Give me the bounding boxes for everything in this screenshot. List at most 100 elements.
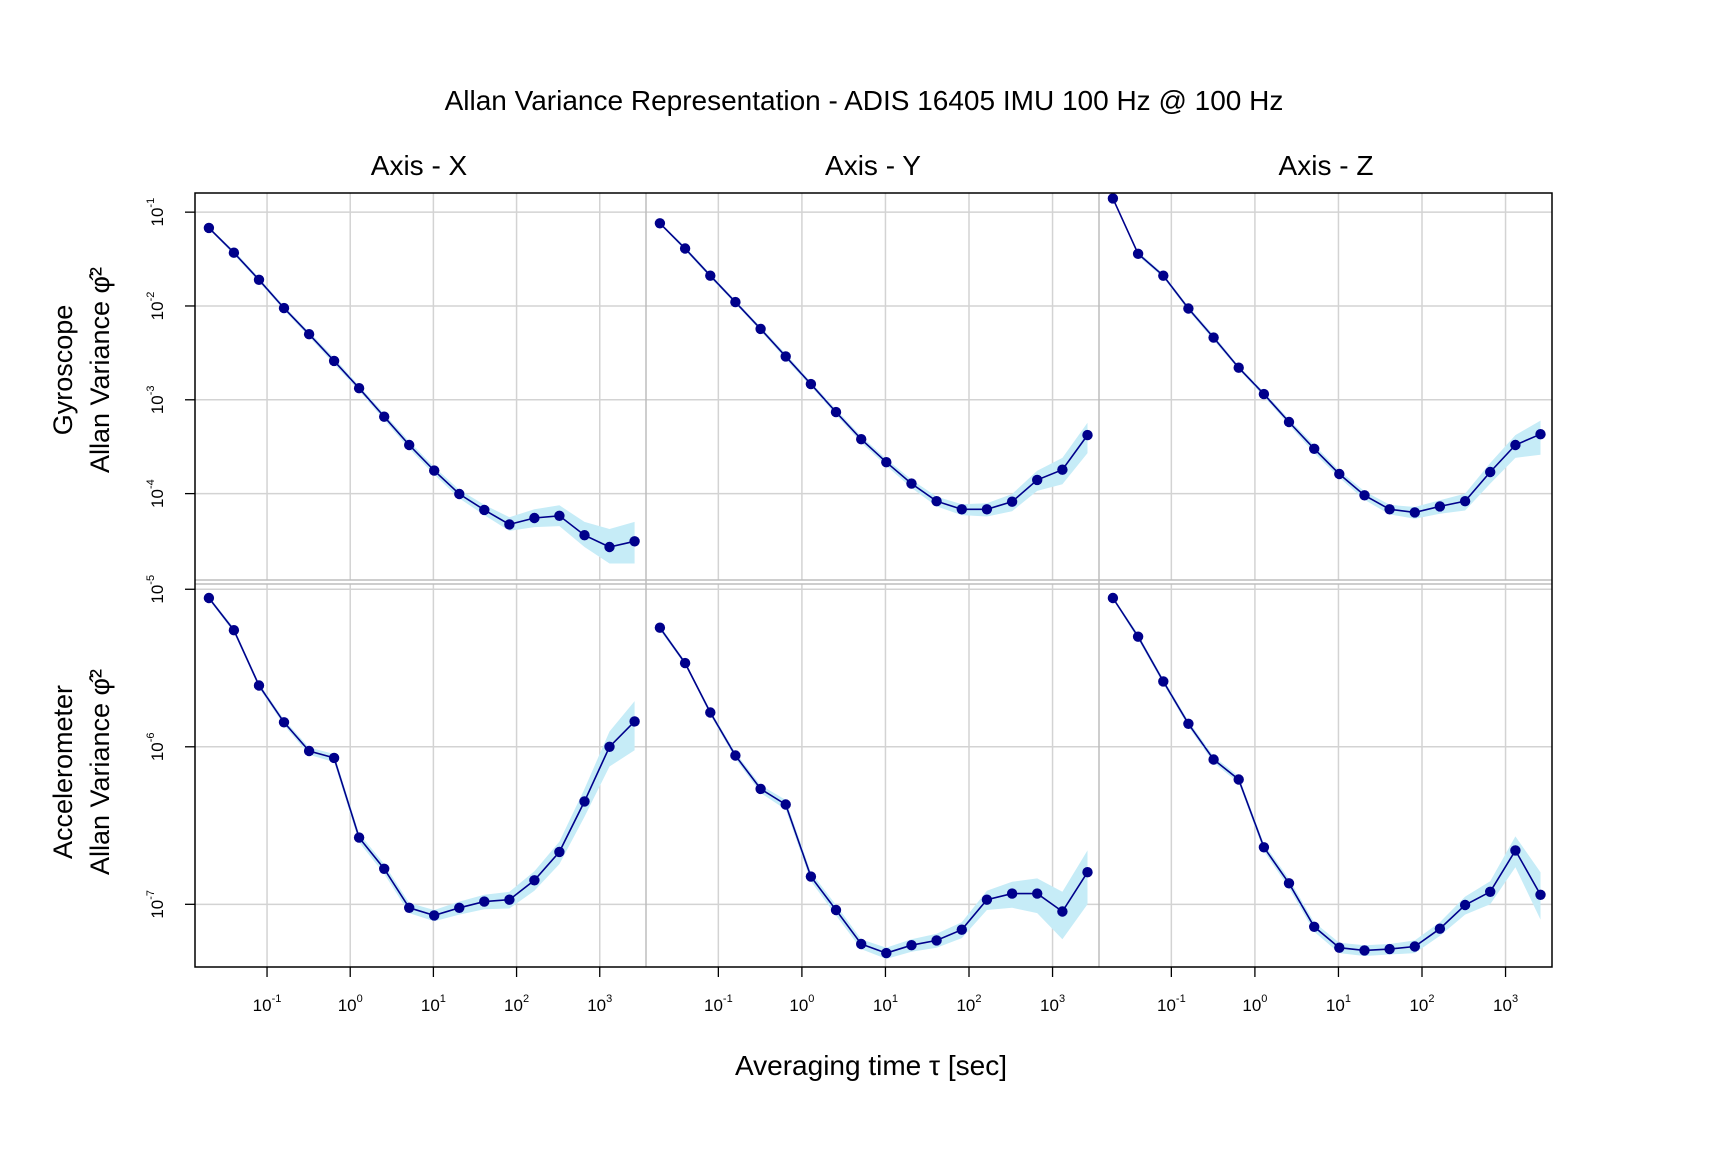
x-tick-label-base: 10	[1409, 996, 1428, 1015]
data-point	[856, 434, 867, 445]
row-label-gyroscope: Gyroscope Allan Variance φ̂²	[48, 267, 115, 473]
data-point	[1132, 248, 1144, 259]
data-point	[1535, 889, 1546, 900]
data-point	[1459, 899, 1471, 911]
data-point	[1384, 504, 1395, 515]
y-tick-label-base: 10	[148, 208, 167, 227]
data-point	[429, 465, 440, 476]
y-tick-label: 10-5	[145, 575, 167, 604]
x-tick-label: 10-1	[253, 993, 282, 1015]
column-title-x: Axis - X	[371, 150, 468, 181]
data-point	[1032, 474, 1043, 486]
y-tick-label-exp: -1	[145, 198, 157, 208]
x-tick-label: 100	[338, 993, 363, 1015]
x-tick-label: 102	[1409, 993, 1434, 1015]
data-point	[1283, 416, 1295, 428]
panel-gyroscope-0	[203, 222, 640, 564]
x-tick-label: 100	[789, 993, 814, 1015]
x-tick-label-base: 10	[704, 996, 723, 1015]
data-point	[1434, 923, 1446, 934]
y-tick-label-exp: -5	[145, 575, 157, 585]
x-tick-label-base: 10	[1242, 996, 1261, 1015]
data-point	[529, 512, 540, 524]
x-tick-label-base: 10	[873, 996, 892, 1015]
x-tick-label: 103	[1493, 993, 1518, 1015]
x-tick-label-exp: 2	[1428, 993, 1434, 1005]
x-tick-label-exp: 2	[975, 993, 981, 1005]
x-tick-label: 102	[956, 993, 981, 1015]
data-point	[404, 439, 415, 451]
data-point	[1409, 941, 1421, 952]
data-point	[805, 871, 817, 882]
x-tick-label: 103	[587, 993, 612, 1015]
data-point	[1057, 464, 1068, 475]
x-tick-label: 102	[504, 993, 529, 1015]
data-point	[228, 625, 240, 636]
data-point	[1107, 592, 1119, 604]
data-point	[1334, 468, 1345, 480]
data-point	[303, 745, 315, 757]
x-tick-label-exp: 3	[606, 993, 612, 1005]
data-point	[379, 411, 390, 422]
x-tick-label: 10-1	[1157, 993, 1186, 1015]
y-tick-label-base: 10	[148, 489, 167, 508]
data-point	[328, 355, 340, 367]
row-label-accelerometer: Accelerometer Allan Variance φ̂²	[48, 669, 115, 875]
data-point	[881, 457, 892, 468]
data-point	[604, 541, 615, 553]
data-point	[203, 222, 215, 234]
data-point	[1334, 942, 1345, 953]
column-title-y: Axis - Y	[825, 150, 921, 181]
x-tick-label-base: 10	[956, 996, 975, 1015]
data-point	[1485, 886, 1496, 897]
data-point	[654, 218, 666, 229]
data-point	[780, 351, 791, 362]
y-tick-label: 10-7	[145, 890, 167, 919]
data-point	[705, 707, 716, 718]
data-point	[529, 875, 540, 886]
x-tick-label-exp: 2	[523, 993, 529, 1005]
data-point	[755, 783, 766, 795]
panel-accelerometer-0	[203, 592, 640, 922]
x-tick-label-exp: 0	[357, 993, 363, 1005]
y-tick-label-base: 10	[148, 900, 167, 919]
data-point	[830, 406, 842, 418]
x-tick-label: 100	[1242, 993, 1267, 1015]
data-point	[429, 910, 440, 921]
data-point	[278, 302, 290, 314]
data-point	[1309, 921, 1320, 932]
data-point	[479, 504, 490, 516]
data-point	[856, 938, 867, 950]
data-point	[1032, 888, 1043, 899]
x-tick-label-base: 10	[421, 996, 440, 1015]
plot-frame	[194, 192, 1553, 968]
data-point	[479, 896, 490, 907]
confidence-band	[1112, 197, 1541, 519]
data-point	[328, 752, 340, 764]
data-point	[1183, 303, 1194, 314]
data-point	[554, 510, 565, 521]
data-point	[780, 799, 791, 810]
data-point	[956, 924, 967, 935]
data-point	[353, 832, 365, 843]
data-point	[253, 274, 265, 285]
panel-gyroscope-1	[654, 218, 1093, 517]
x-tick-label: 101	[1326, 993, 1351, 1015]
y-tick-label-exp: -7	[145, 890, 157, 900]
x-tick-label: 101	[421, 993, 446, 1015]
y-tick-label: 10-2	[145, 292, 167, 321]
x-tick-label-exp: 3	[1059, 993, 1065, 1005]
data-point	[755, 323, 766, 335]
data-point	[203, 592, 215, 604]
y-tick-label-exp: -6	[145, 732, 157, 742]
data-point	[1485, 466, 1496, 478]
chart-title: Allan Variance Representation - ADIS 164…	[445, 85, 1284, 116]
x-tick-label: 101	[873, 993, 898, 1015]
confidence-band	[659, 222, 1088, 517]
panel-accelerometer-2	[1107, 592, 1546, 956]
x-tick-label-base: 10	[504, 996, 523, 1015]
data-point	[654, 622, 666, 633]
y-tick-label: 10-4	[145, 479, 167, 508]
data-point	[1510, 845, 1521, 856]
plot-area: 10-410-310-210-110-710-610-510-1 100 101 10…	[145, 192, 1553, 1015]
